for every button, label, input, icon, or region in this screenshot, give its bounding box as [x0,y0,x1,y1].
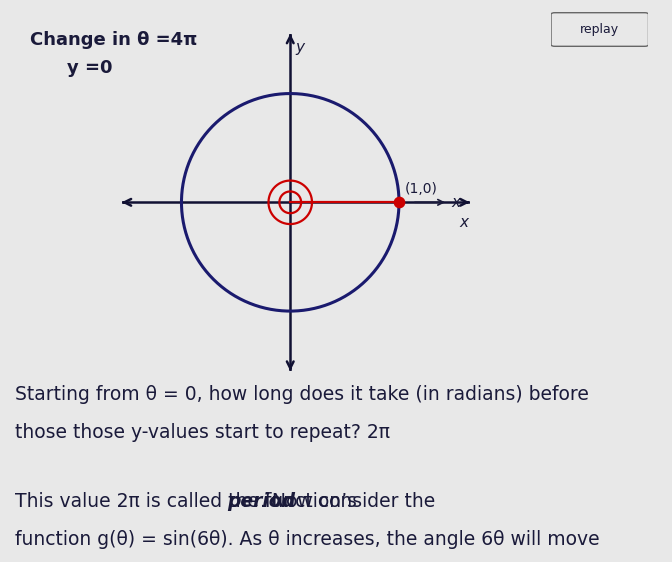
Text: y: y [296,40,304,56]
Text: y =0: y =0 [67,59,113,77]
Text: x: x [451,195,460,210]
Point [394,198,405,207]
Text: Change in θ =4π: Change in θ =4π [30,31,198,49]
Text: (1,0): (1,0) [405,182,437,196]
Text: . Now consider the: . Now consider the [259,492,435,511]
Text: function g(θ) = sin(6θ). As θ increases, the angle 6θ will move: function g(θ) = sin(6θ). As θ increases,… [15,530,599,549]
Text: period: period [227,492,295,511]
Text: those those y-values start to repeat? 2π: those those y-values start to repeat? 2π [15,423,390,442]
Text: This value 2π is called the function’s: This value 2π is called the function’s [15,492,363,511]
FancyBboxPatch shape [551,13,648,46]
Text: x: x [459,215,468,230]
Text: replay: replay [580,23,620,36]
Text: Starting from θ = 0, how long does it take (in radians) before: Starting from θ = 0, how long does it ta… [15,385,589,404]
